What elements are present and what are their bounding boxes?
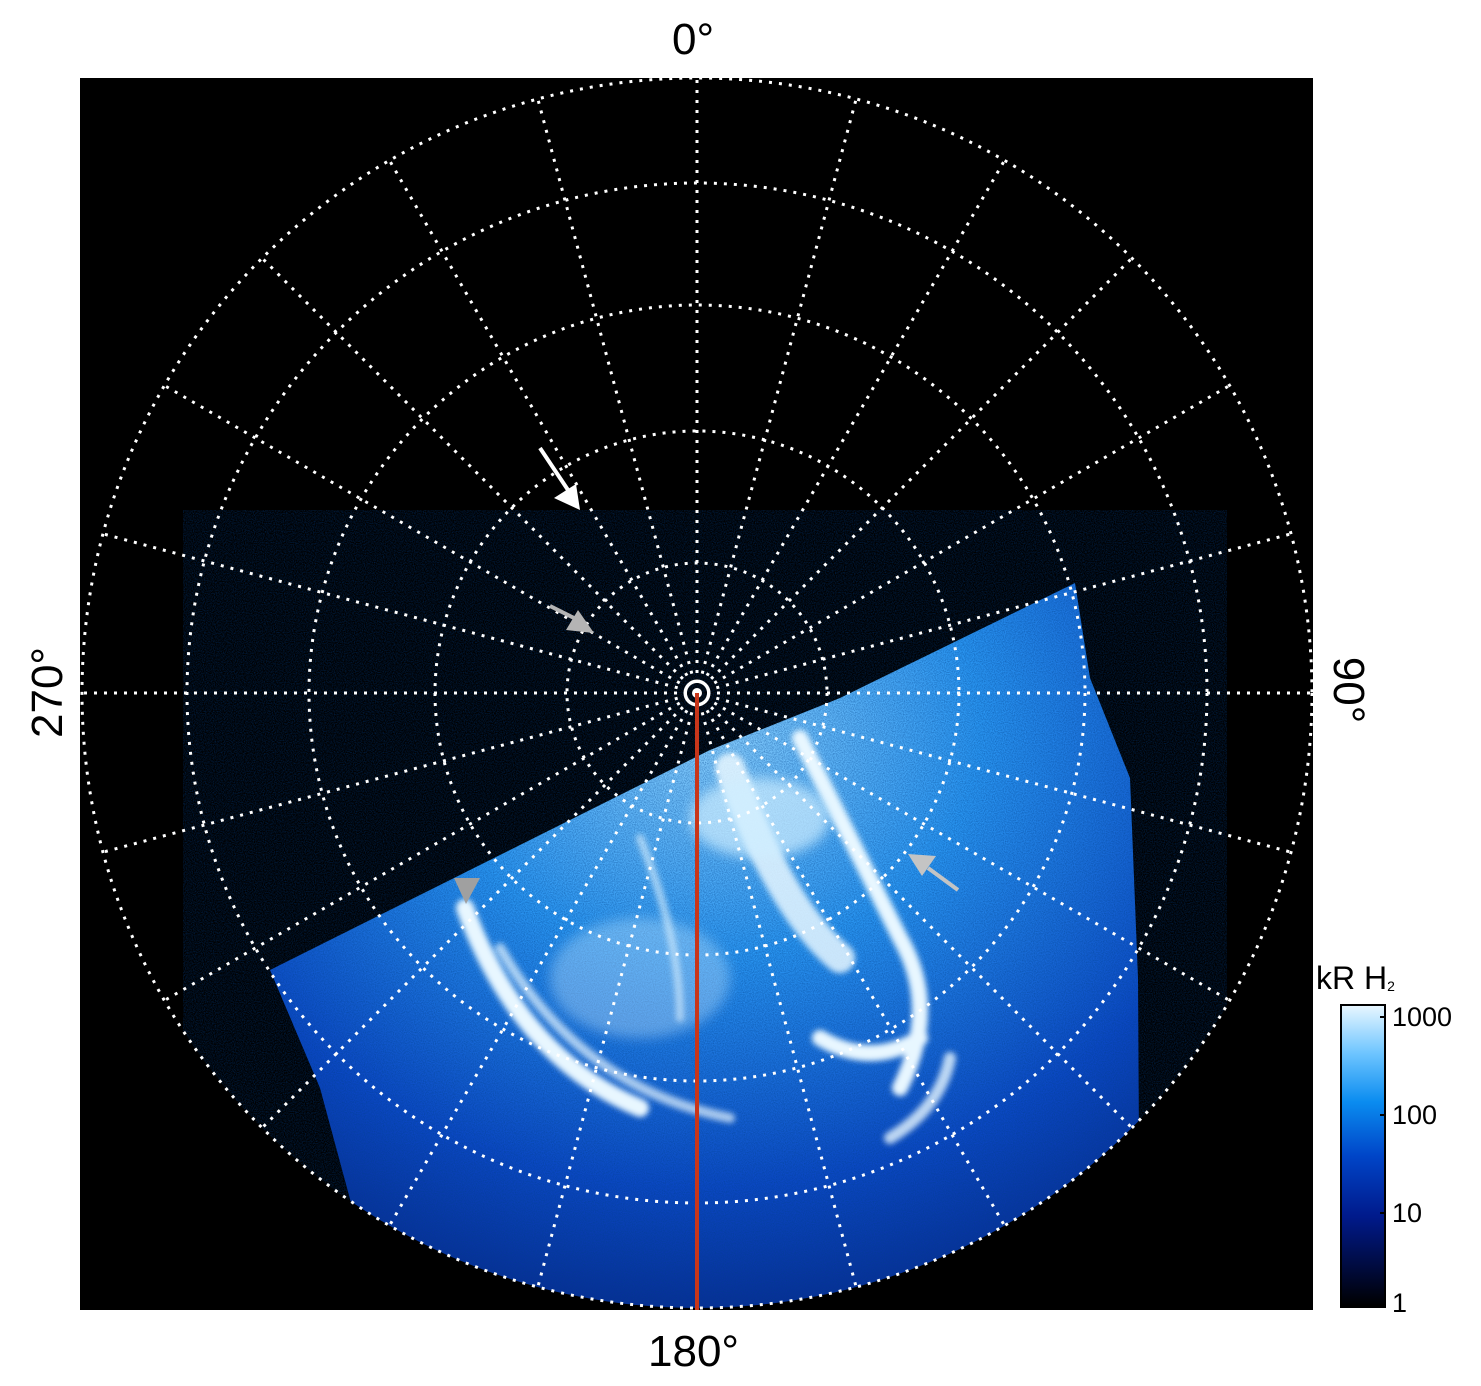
label-90-degrees: 90° [1324,656,1373,724]
arrow-grey-upper [549,604,594,633]
label-180-degrees: 180° [648,1327,740,1376]
colorbar-title-sub: 2 [1387,978,1395,994]
colorbar-mark [1380,1114,1386,1116]
colorbar-tick-10: 10 [1392,1198,1423,1228]
arc-spot [812,1030,928,1061]
colorbar [1340,1004,1386,1308]
arc-outer-left [456,899,649,1117]
colorbar-mark [1380,1212,1386,1214]
grid-spoke [536,98,699,694]
label-0-degrees: 0° [672,15,715,64]
grid-spoke [536,692,699,1288]
diffuse-glow [550,778,830,1038]
grid-spoke [695,692,1006,1227]
colorbar-title-main: kR H [1316,960,1388,996]
grid-spoke [261,257,699,695]
colorbar-title: kR H2 [1316,960,1395,997]
label-270-degrees: 270° [23,646,72,738]
arrow-grey-right [908,854,960,892]
grid-spoke [695,691,1133,1129]
grid-spoke [163,384,698,695]
arrow-white [538,446,580,510]
grid-spoke [695,692,858,1288]
grid-spoke [696,691,1292,854]
grid-spoke [261,691,699,1129]
grid-spoke [163,691,698,1002]
colorbar-tick-100: 100 [1392,1100,1438,1130]
colorbar-mark [1380,1016,1386,1018]
grid-spoke [696,532,1292,695]
polar-map-svg [80,78,1313,1310]
arrow-grey-left [454,878,480,904]
grid-spoke [696,691,1231,1002]
colorbar-tick-1: 1 [1392,1288,1408,1318]
grid-spoke [388,692,699,1227]
grid-ring [307,303,1087,1083]
longitude-grid [82,78,1312,1308]
aurora-emission [270,583,1140,1308]
grid-spoke [102,691,698,854]
grid-ring [80,78,1313,1310]
arc-lower [884,1052,956,1144]
colorbar-tick-1000: 1000 [1392,1002,1453,1032]
grid-spoke [102,532,698,695]
colorbar-mark [1380,1304,1386,1306]
grid-spoke [388,159,699,694]
polar-projection-map [80,78,1313,1310]
grid-spoke [695,98,858,694]
grid-spoke [695,257,1133,695]
grid-spoke [696,384,1231,695]
grid-spoke [695,159,1006,694]
